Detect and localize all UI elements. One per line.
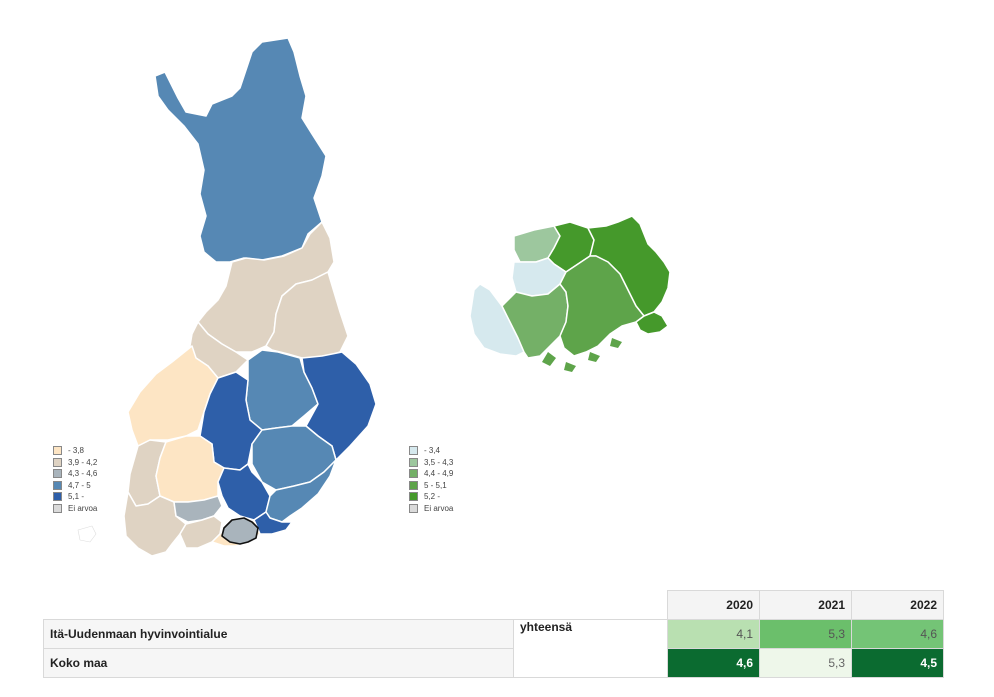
legend-item: - 3,4 bbox=[409, 445, 453, 457]
table-row: Koko maa 4,6 5,3 4,5 bbox=[43, 648, 944, 678]
row-label: Koko maa bbox=[43, 648, 514, 678]
region-ita-uusimaa-highlight[interactable] bbox=[221, 517, 259, 545]
legend-label: 4,7 - 5 bbox=[68, 480, 91, 490]
legend-swatch bbox=[409, 446, 418, 456]
value-cell: 4,5 bbox=[851, 648, 944, 678]
legend-swatch bbox=[53, 457, 62, 467]
legend-item: Ei arvoa bbox=[409, 503, 453, 515]
value-cell: 4,6 bbox=[667, 648, 760, 678]
legend-swatch bbox=[53, 480, 62, 490]
value-cell: 5,3 bbox=[759, 648, 852, 678]
legend-item: 5 - 5,1 bbox=[409, 480, 453, 492]
legend-label: Ei arvoa bbox=[424, 503, 454, 513]
group-label: yhteensä bbox=[513, 619, 668, 678]
legend-swatch bbox=[53, 492, 62, 502]
row-label: Itä-Uudenmaan hyvinvointialue bbox=[43, 619, 514, 649]
finland-map bbox=[77, 37, 377, 557]
legend-item: 4,7 - 5 bbox=[53, 480, 97, 492]
islands-south bbox=[542, 338, 622, 372]
year-header: 2020 bbox=[667, 590, 760, 620]
legend-item: 5,2 - bbox=[409, 491, 453, 503]
table-row: Itä-Uudenmaan hyvinvointialue yhteensä 4… bbox=[43, 619, 944, 678]
region-lapland[interactable] bbox=[154, 37, 327, 263]
legend-swatch bbox=[409, 503, 418, 513]
year-header: 2021 bbox=[759, 590, 852, 620]
choropleth-map bbox=[77, 37, 671, 557]
legend-swatch bbox=[409, 480, 418, 490]
legend-swatch bbox=[409, 457, 418, 467]
legend-label: 5,2 - bbox=[424, 492, 441, 502]
legend-right: - 3,4 3,5 - 4,3 4,4 - 4,9 5 - 5,1 5,2 - Ei ar… bbox=[409, 445, 453, 514]
municipality-south-center[interactable] bbox=[559, 255, 645, 357]
legend-item: Ei arvoa bbox=[53, 503, 97, 515]
legend-swatch bbox=[409, 492, 418, 502]
legend-item: 4,3 - 4,6 bbox=[53, 468, 97, 480]
table-header-row: 2020 2021 2022 bbox=[43, 590, 944, 620]
legend-left: - 3,8 3,9 - 4,2 4,3 - 4,6 4,7 - 5 5,1 - Ei ar… bbox=[53, 445, 97, 514]
legend-swatch bbox=[53, 469, 62, 479]
value-cell: 5,3 bbox=[759, 619, 852, 649]
legend-item: - 3,8 bbox=[53, 445, 97, 457]
data-table: 2020 2021 2022 Itä-Uudenmaan hyvinvointi… bbox=[43, 590, 944, 678]
legend-item: 4,4 - 4,9 bbox=[409, 468, 453, 480]
municipality-east-archipelago[interactable] bbox=[635, 311, 669, 335]
legend-swatch bbox=[409, 469, 418, 479]
region-north-karelia[interactable] bbox=[301, 351, 377, 461]
legend-label: 5 - 5,1 bbox=[424, 480, 447, 490]
region-kanta-hame-south[interactable] bbox=[173, 495, 223, 523]
legend-label: 3,9 - 4,2 bbox=[68, 457, 98, 467]
legend-label: 5,1 - bbox=[68, 492, 85, 502]
legend-label: Ei arvoa bbox=[68, 503, 98, 513]
value-cell: 4,6 bbox=[851, 619, 944, 649]
region-ostrobothnia[interactable] bbox=[127, 345, 219, 447]
legend-label: - 3,4 bbox=[424, 446, 441, 456]
ita-uusimaa-map bbox=[469, 215, 671, 372]
legend-swatch bbox=[53, 446, 62, 456]
legend-swatch bbox=[53, 503, 62, 513]
legend-item: 3,9 - 4,2 bbox=[53, 457, 97, 469]
legend-label: 4,3 - 4,6 bbox=[68, 469, 98, 479]
legend-label: - 3,8 bbox=[68, 446, 85, 456]
year-header: 2022 bbox=[851, 590, 944, 620]
region-paijat-hame[interactable] bbox=[253, 511, 293, 535]
legend-label: 4,4 - 4,9 bbox=[424, 469, 454, 479]
legend-item: 3,5 - 4,3 bbox=[409, 457, 453, 469]
region-uusimaa-west[interactable] bbox=[179, 515, 223, 549]
region-aland-islands bbox=[77, 525, 97, 543]
legend-label: 3,5 - 4,3 bbox=[424, 457, 454, 467]
legend-item: 5,1 - bbox=[53, 491, 97, 503]
value-cell: 4,1 bbox=[667, 619, 760, 649]
